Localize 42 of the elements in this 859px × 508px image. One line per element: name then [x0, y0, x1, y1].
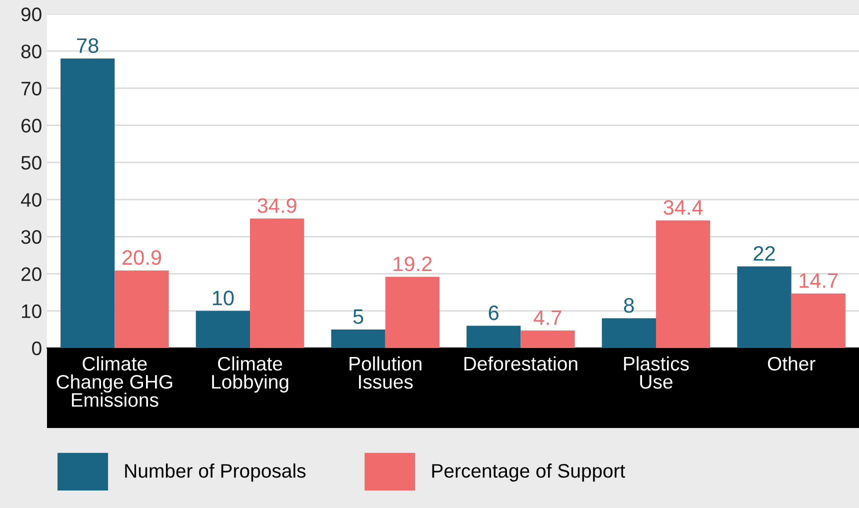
x-tick-label: Climate Lobbying — [212, 356, 288, 393]
bar — [466, 326, 521, 348]
y-tick-label: 50 — [21, 156, 42, 170]
x-tick-label: Pollution Issues — [350, 356, 422, 389]
bar — [656, 220, 710, 348]
x-tick-label: Other — [768, 356, 816, 371]
data-label: 8 — [624, 298, 634, 313]
data-label: 22 — [754, 246, 775, 261]
x-tick-label: Climate Change GHG Emissions — [56, 356, 172, 407]
bar — [331, 329, 386, 348]
y-tick-label: 40 — [20, 193, 42, 207]
y-tick-label: 70 — [22, 82, 42, 96]
data-label: 20.9 — [122, 250, 162, 265]
y-tick-label: 0 — [32, 341, 42, 356]
bar — [385, 276, 440, 348]
bar — [114, 270, 169, 348]
data-label: 4.7 — [534, 310, 562, 325]
bar — [520, 330, 575, 348]
x-tick-label: Deforestation — [464, 356, 578, 371]
data-label: 78 — [77, 38, 98, 54]
data-label: 34.9 — [258, 198, 296, 213]
legend-label: Number of Proposals — [125, 463, 306, 482]
y-tick-label: 80 — [21, 44, 42, 58]
y-tick-label: 60 — [22, 118, 42, 133]
data-label: 6 — [488, 305, 498, 320]
bar — [60, 58, 115, 348]
bar — [602, 318, 656, 348]
bar — [737, 266, 792, 348]
y-tick-label: 20 — [21, 267, 42, 282]
bar — [791, 293, 846, 348]
bar — [250, 218, 304, 348]
x-tick-label: Plastics Use — [624, 356, 689, 389]
y-tick-label: 30 — [21, 230, 42, 244]
y-tick-label: 90 — [21, 7, 42, 22]
data-label: 10 — [212, 290, 234, 306]
bar — [196, 310, 250, 348]
data-label: 5 — [353, 309, 364, 324]
legend-label: Percentage of Support — [432, 464, 626, 482]
y-tick-label: 10 — [22, 304, 42, 318]
data-label: 19.2 — [394, 256, 432, 272]
data-label: 34.4 — [664, 200, 703, 215]
data-label: 14.7 — [800, 273, 838, 288]
